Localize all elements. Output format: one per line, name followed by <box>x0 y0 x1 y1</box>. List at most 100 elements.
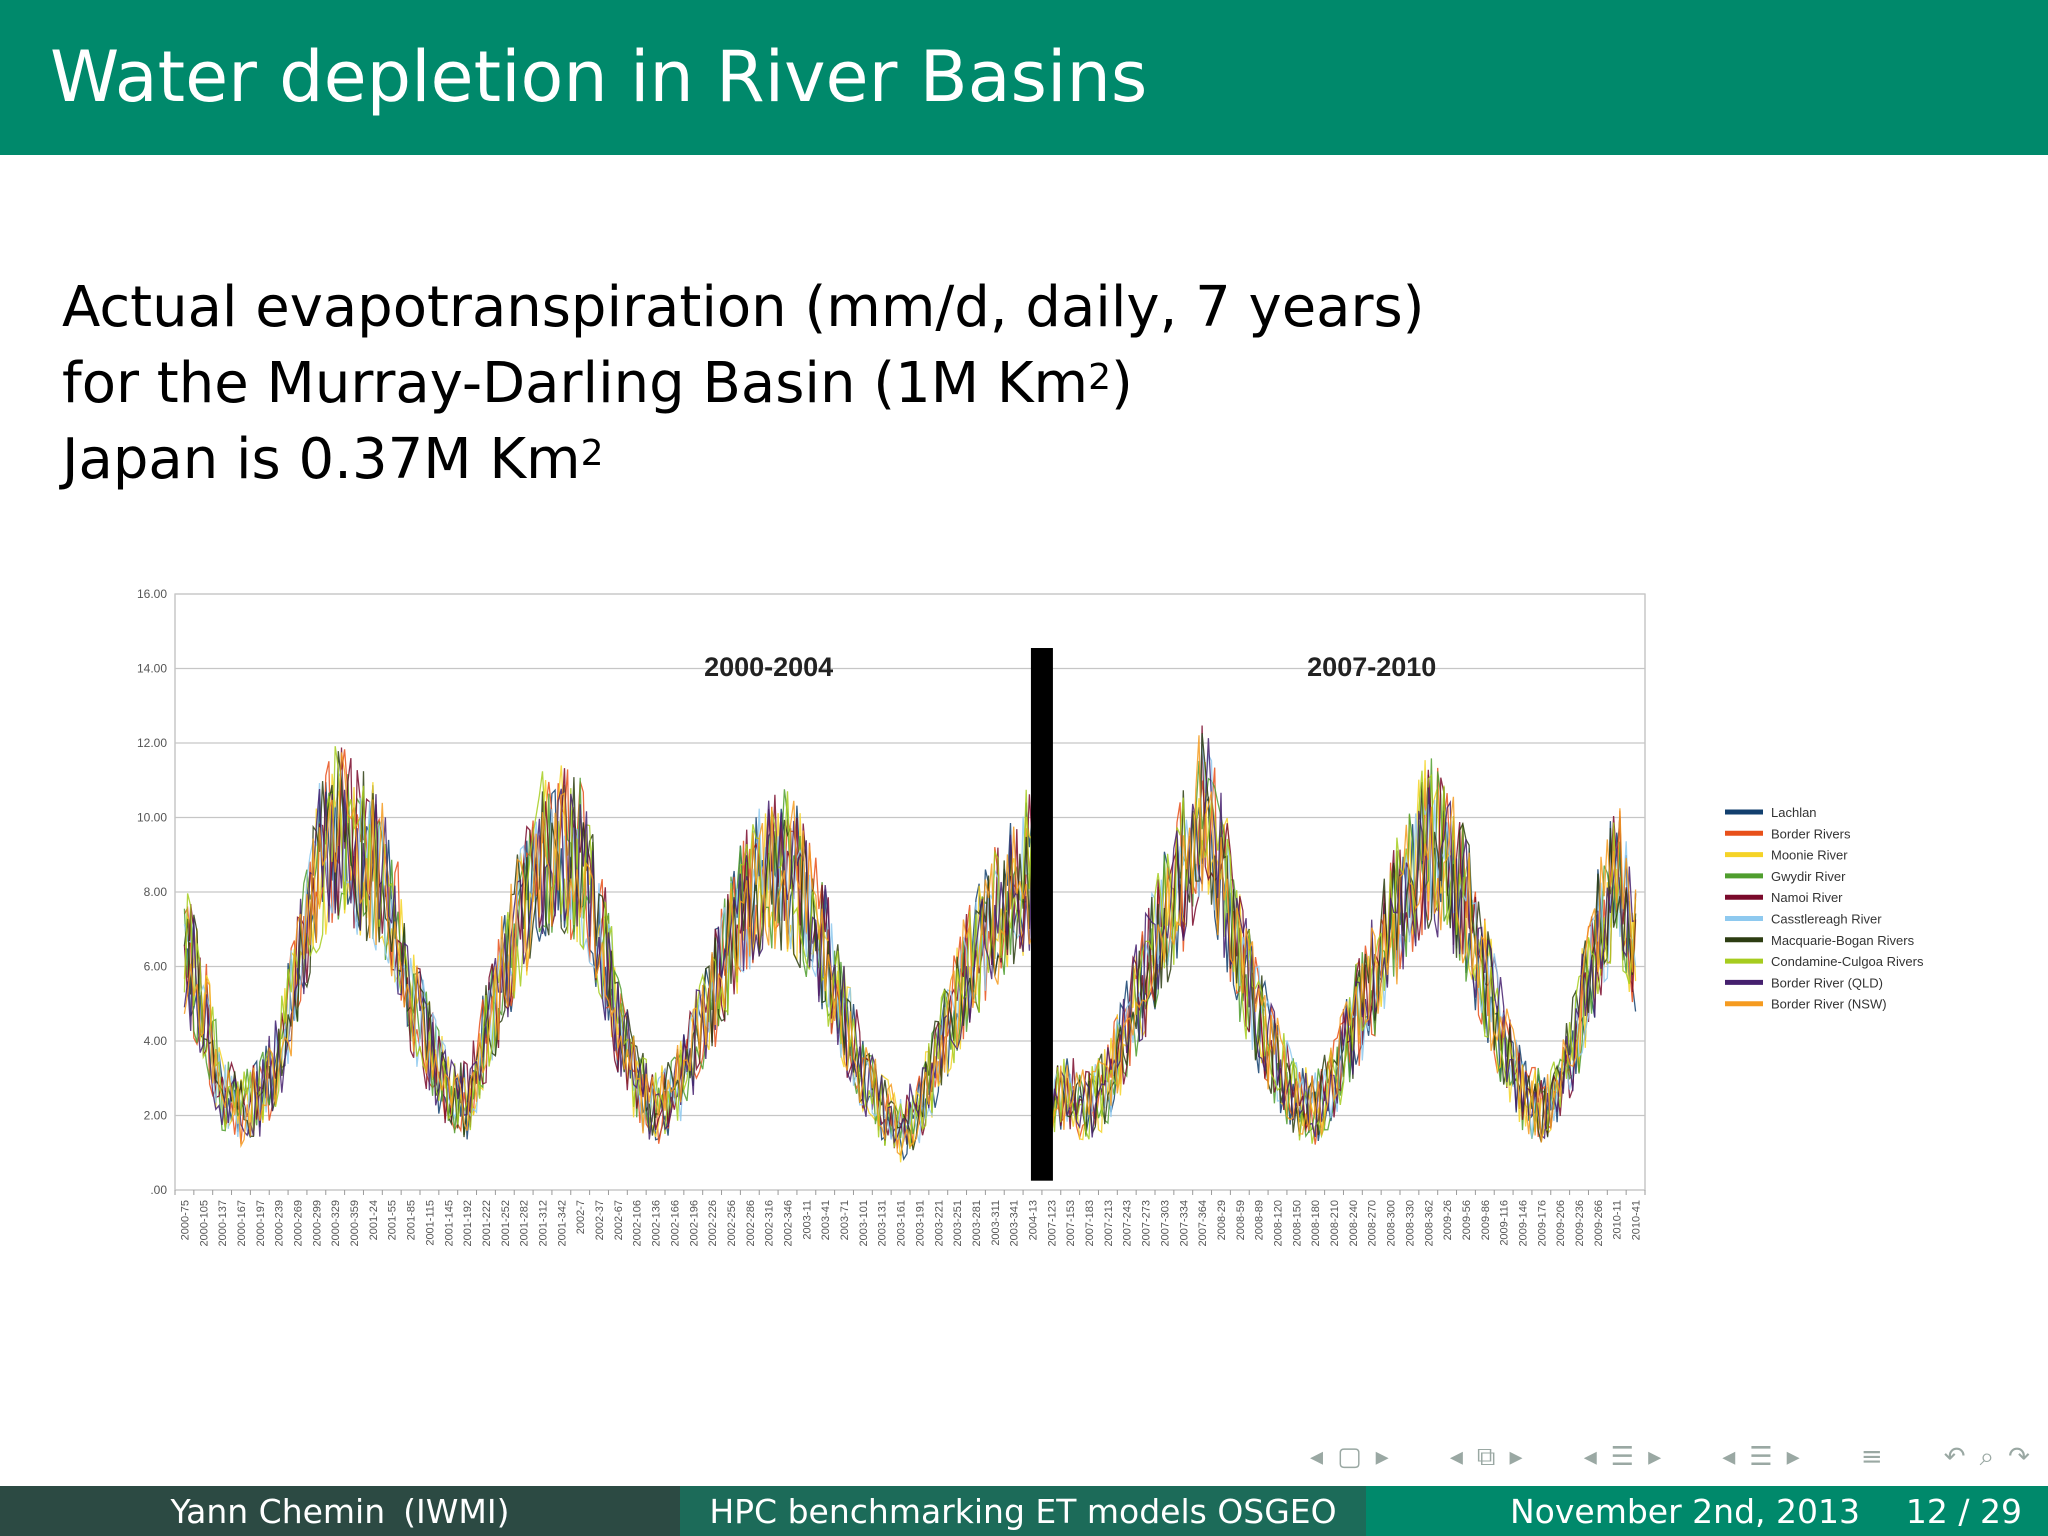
x-tick-label: 2009-56 <box>1461 1200 1473 1240</box>
footer-institute: (IWMI) <box>403 1491 510 1531</box>
x-tick-label: 2009-26 <box>1442 1200 1454 1240</box>
x-tick-label: 2000-299 <box>311 1200 323 1247</box>
x-tick-label: 2008-29 <box>1216 1200 1228 1240</box>
body-line-2-close: ) <box>1111 351 1133 416</box>
y-tick-label: 4.00 <box>144 1034 168 1048</box>
x-tick-label: 2007-334 <box>1178 1200 1190 1247</box>
x-tick-label: 2007-364 <box>1197 1200 1209 1247</box>
nav-undo-icon[interactable]: ↶ <box>1943 1442 1966 1472</box>
footer-date-cell: November 2nd, 2013 12 / 29 <box>1366 1486 2048 1536</box>
annotation-2007-2010: 2007-2010 <box>1307 652 1436 682</box>
x-tick-label: 2002-316 <box>764 1200 776 1247</box>
nav-toc-group[interactable]: ◂ ☰ ▸ <box>1722 1442 1800 1472</box>
x-tick-label: 2009-176 <box>1536 1200 1548 1247</box>
y-tick-label: 10.00 <box>137 811 167 825</box>
legend-label: Moonie River <box>1771 848 1848 863</box>
nav-subsection-icon[interactable]: ⧉ <box>1476 1441 1496 1472</box>
x-tick-label: 2002-67 <box>613 1200 625 1240</box>
x-tick-label: 2000-359 <box>349 1200 361 1247</box>
x-tick-label: 2008-362 <box>1423 1200 1435 1247</box>
x-tick-label: 2009-116 <box>1499 1200 1511 1246</box>
x-tick-label: 2002-106 <box>632 1200 644 1247</box>
x-tick-label: 2003-71 <box>839 1200 851 1240</box>
x-tick-label: 2003-251 <box>952 1200 964 1247</box>
x-tick-label: 2003-341 <box>1009 1200 1021 1247</box>
annotation-2000-2004: 2000-2004 <box>704 652 833 682</box>
x-tick-label: 2007-303 <box>1159 1200 1171 1247</box>
footer-talk-cell: HPC benchmarking ET models OSGEO <box>680 1486 1366 1536</box>
x-tick-label: 2008-89 <box>1254 1200 1266 1240</box>
nav-redo-icon[interactable]: ↷ <box>2008 1442 2030 1472</box>
nav-search-icon[interactable]: ⌕ <box>1979 1441 1995 1472</box>
legend-label: Border River (QLD) <box>1771 975 1883 990</box>
x-tick-label: 2000-269 <box>293 1200 305 1247</box>
x-tick-label: 2008-330 <box>1404 1200 1416 1247</box>
x-tick-label: 2008-120 <box>1273 1200 1285 1247</box>
footer-talk-title: HPC benchmarking ET models OSGEO <box>709 1491 1337 1531</box>
series-line-border-river-nsw- <box>183 735 1637 1157</box>
x-tick-label: 2001-115 <box>424 1200 436 1246</box>
body-line-3-text: Japan is 0.37M Km <box>62 427 581 492</box>
x-tick-label: 2002-166 <box>669 1200 681 1247</box>
x-tick-label: 2002-7 <box>575 1200 587 1234</box>
x-tick-label: 2000-197 <box>255 1200 267 1247</box>
slide-body: Actual evapotranspiration (mm/d, daily, … <box>62 270 1425 498</box>
x-tick-label: 2003-281 <box>971 1200 983 1247</box>
x-tick-label: 2001-282 <box>519 1200 531 1247</box>
legend-label: Condamine-Culgoa Rivers <box>1771 954 1924 969</box>
x-tick-label: 2001-342 <box>556 1200 568 1247</box>
x-tick-label: 2002-346 <box>783 1200 795 1247</box>
x-tick-label: 2002-196 <box>688 1200 700 1247</box>
nav-frame-icon[interactable]: ▢ <box>1337 1442 1362 1472</box>
x-tick-label: 2000-167 <box>236 1200 248 1247</box>
x-tick-label: 2007-243 <box>1122 1200 1134 1247</box>
et-chart: .00 2.00 4.00 6.00 8.00 10.00 12.00 14.00 16.00 2… <box>137 587 1924 1247</box>
nav-toc-icon[interactable]: ☰ <box>1749 1442 1773 1472</box>
nav-align-group[interactable]: ≡ <box>1861 1442 1883 1472</box>
x-tick-label: 2008-270 <box>1367 1200 1379 1247</box>
legend-label: Gwydir River <box>1771 869 1846 884</box>
x-tick-label: 2010-41 <box>1631 1200 1643 1240</box>
x-tick-label: 2000-137 <box>217 1200 229 1247</box>
x-tick-label: 2003-311 <box>990 1200 1002 1246</box>
x-tick-label: 2003-161 <box>896 1200 908 1247</box>
x-tick-label: 2008-150 <box>1291 1200 1303 1247</box>
nav-align-icon[interactable]: ≡ <box>1860 1442 1883 1472</box>
x-tick-label: 2001-85 <box>406 1200 418 1240</box>
x-tick-label: 2001-55 <box>387 1200 399 1240</box>
footer-page-number: 12 / 29 <box>1905 1491 2022 1531</box>
x-tick-label: 2008-240 <box>1348 1200 1360 1247</box>
x-tick-label: 2009-206 <box>1555 1200 1567 1247</box>
x-tick-label: 2002-37 <box>594 1200 606 1240</box>
legend-label: Casstlereagh River <box>1771 912 1882 927</box>
y-tick-label: 16.00 <box>137 587 167 601</box>
x-tick-label: 2001-192 <box>462 1200 474 1247</box>
x-tick-label: 2007-123 <box>1046 1200 1058 1247</box>
x-tick-label: 2003-221 <box>933 1200 945 1247</box>
x-tick-label: 2009-236 <box>1574 1200 1586 1247</box>
legend-label: Border River (NSW) <box>1771 997 1887 1012</box>
x-tick-label: 2009-146 <box>1518 1200 1530 1247</box>
x-tick-label: 2008-59 <box>1235 1200 1247 1240</box>
y-tick-label: 8.00 <box>144 885 168 899</box>
y-tick-label: 6.00 <box>144 960 168 974</box>
body-line-1: Actual evapotranspiration (mm/d, daily, … <box>62 275 1425 340</box>
x-tick-label: 2001-222 <box>481 1200 493 1247</box>
y-tick-label: 2.00 <box>144 1109 168 1123</box>
nav-section-icon[interactable]: ☰ <box>1610 1442 1635 1472</box>
y-tick-label: 12.00 <box>137 736 167 750</box>
x-tick-label: 2001-145 <box>443 1200 455 1247</box>
x-tick-label: 2002-136 <box>651 1200 663 1247</box>
x-tick-label: 2003-101 <box>858 1200 870 1247</box>
legend-label: Namoi River <box>1771 890 1843 905</box>
nav-tools-group: ↶ ⌕ ↷ <box>1944 1442 2030 1473</box>
nav-subsection-group[interactable]: ◂ ⧉ ▸ <box>1449 1441 1523 1473</box>
x-tick-label: 2009-86 <box>1480 1200 1492 1240</box>
y-tick-label: 14.00 <box>137 662 167 676</box>
legend-label: Macquarie-Bogan Rivers <box>1771 933 1915 948</box>
x-tick-label: 2007-273 <box>1141 1200 1153 1247</box>
x-tick-label: 2008-180 <box>1310 1200 1322 1247</box>
body-line-2-text: for the Murray-Darling Basin (1M Km <box>62 351 1089 416</box>
nav-section-group[interactable]: ◂ ☰ ▸ <box>1583 1442 1662 1472</box>
nav-frame-group[interactable]: ◂ ▢ ▸ <box>1310 1442 1389 1472</box>
